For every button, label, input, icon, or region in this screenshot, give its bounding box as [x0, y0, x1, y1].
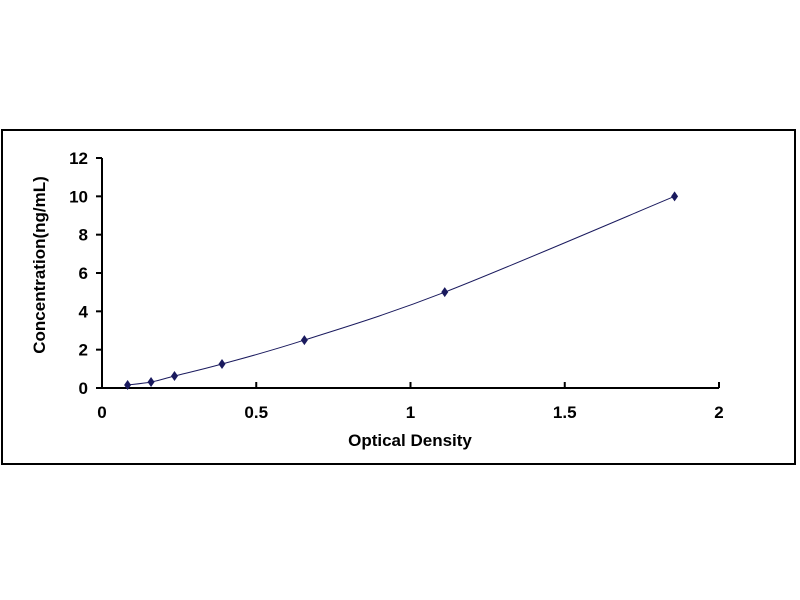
x-tick-label: 0	[97, 403, 106, 422]
axes	[101, 158, 719, 389]
data-point	[300, 335, 308, 346]
x-tick-label: 1	[406, 403, 415, 422]
y-axis-label: Concentration(ng/mL)	[30, 176, 49, 354]
x-tick-label: 0.5	[244, 403, 268, 422]
y-tick-label: 0	[79, 379, 88, 398]
data-point	[441, 287, 449, 298]
y-tick-label: 2	[79, 341, 88, 360]
data-point	[124, 380, 132, 391]
y-tick-label: 8	[79, 226, 88, 245]
x-tick-label: 2	[714, 403, 723, 422]
data-point	[671, 191, 679, 202]
y-tick-label: 12	[69, 149, 88, 168]
x-axis-label: Optical Density	[348, 431, 472, 450]
y-tick-label: 4	[79, 302, 89, 321]
chart-frame	[1, 129, 796, 465]
data-point	[170, 371, 178, 382]
trend-curve	[127, 195, 675, 386]
data-point	[218, 359, 226, 370]
data-point	[147, 377, 155, 388]
y-tick-label: 10	[69, 187, 88, 206]
y-tick-label: 6	[79, 264, 88, 283]
x-tick-label: 1.5	[553, 403, 577, 422]
